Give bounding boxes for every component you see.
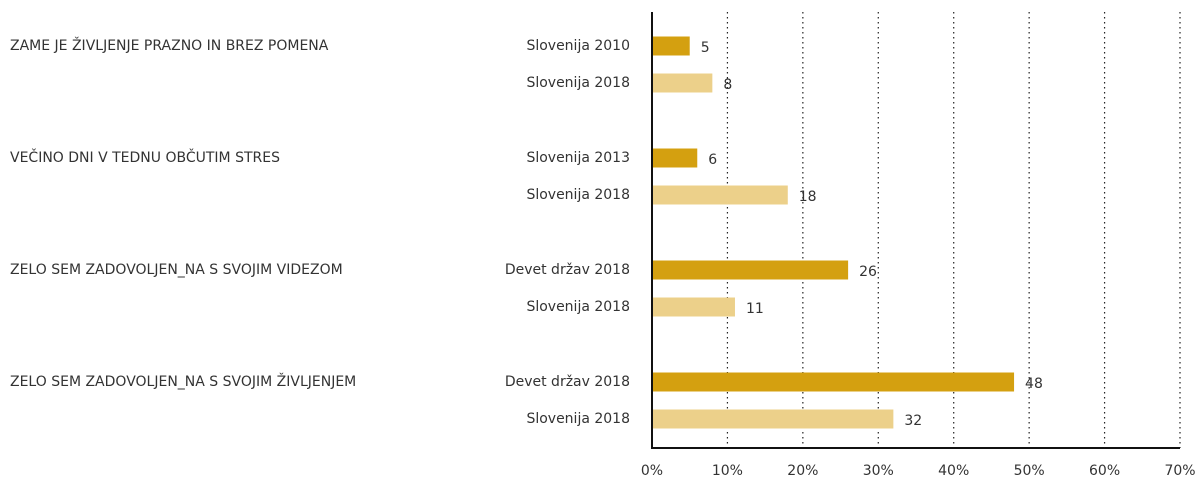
- bar: [652, 297, 735, 317]
- x-tick-label: 50%: [1014, 463, 1045, 479]
- x-tick-label: 30%: [863, 463, 894, 479]
- bar-label: Slovenija 2018: [526, 75, 630, 91]
- value-label: 18: [799, 189, 817, 205]
- bar: [652, 260, 849, 280]
- value-label: 32: [904, 413, 922, 429]
- x-tick-label: 10%: [712, 463, 743, 479]
- bar-label: Slovenija 2018: [526, 411, 630, 427]
- bar: [652, 185, 788, 205]
- x-tick-label: 0%: [641, 463, 663, 479]
- value-label: 5: [701, 40, 710, 56]
- x-tick-label: 60%: [1089, 463, 1120, 479]
- group-label: ZELO SEM ZADOVOLJEN_NA S SVOJIM ŽIVLJENJ…: [10, 372, 356, 390]
- x-tick-label: 20%: [787, 463, 818, 479]
- bar: [652, 73, 713, 93]
- bar: [652, 409, 894, 429]
- bar-label: Slovenija 2018: [526, 187, 630, 203]
- x-tick-label: 70%: [1164, 463, 1195, 479]
- bar-label: Devet držav 2018: [505, 374, 630, 390]
- group-label: VEČINO DNI V TEDNU OBČUTIM STRES: [10, 148, 280, 166]
- bar: [652, 36, 690, 56]
- value-label: 26: [859, 264, 877, 280]
- x-tick-label: 40%: [938, 463, 969, 479]
- bar-label: Slovenija 2010: [526, 38, 630, 54]
- value-label: 8: [723, 77, 732, 93]
- group-label: ZAME JE ŽIVLJENJE PRAZNO IN BREZ POMENA: [10, 36, 329, 54]
- value-label: 11: [746, 301, 764, 317]
- bar: [652, 148, 698, 168]
- bar-label: Slovenija 2013: [526, 150, 630, 166]
- bar: [652, 372, 1015, 392]
- group-label: ZELO SEM ZADOVOLJEN_NA S SVOJIM VIDEZOM: [10, 262, 343, 278]
- value-label: 6: [708, 152, 717, 168]
- bar-label: Devet držav 2018: [505, 262, 630, 278]
- value-label: 48: [1025, 376, 1043, 392]
- bar-label: Slovenija 2018: [526, 299, 630, 315]
